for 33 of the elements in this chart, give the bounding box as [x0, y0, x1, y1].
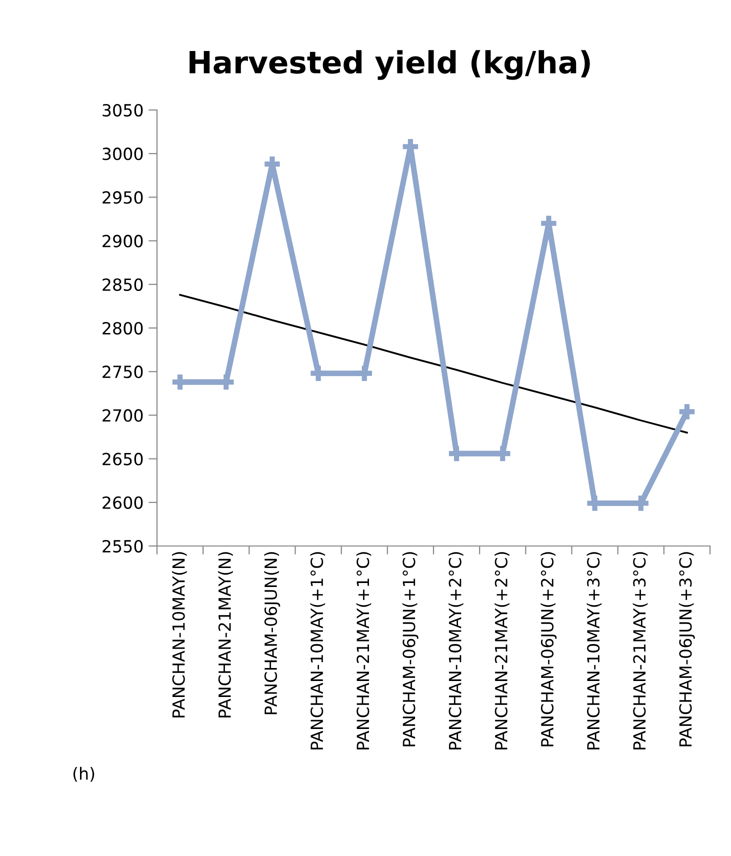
y-tick-label: 2800 — [102, 322, 143, 335]
x-tick-label: PANCHAM-06JUN(N) — [264, 552, 280, 714]
x-tick-label: PANCHAM-06JUN(+2°C) — [540, 552, 557, 746]
x-tick-label: PANCHAN-21MAY(+3°C) — [632, 552, 648, 750]
x-tick-label: PANCHAN-10MAY(N) — [172, 552, 187, 718]
y-tick-label: 2950 — [102, 191, 143, 204]
x-tick-label: PANCHAN-10MAY(+3°C) — [586, 552, 602, 750]
point — [218, 374, 234, 390]
x-tick-label: PANCHAM-06JUN(+1°C) — [402, 552, 418, 746]
text: (h) — [73, 766, 94, 782]
y-tick-label: 2900 — [102, 234, 143, 248]
x-tick-label: PANCHAN-21MAY(N) — [218, 552, 233, 718]
y-tick-label: 3050 — [102, 104, 143, 117]
y-tick-label: 2750 — [102, 366, 143, 378]
y-tick-label: 3000 — [102, 148, 143, 160]
y-tick-label: 2600 — [102, 496, 143, 509]
point — [172, 374, 188, 390]
x-tick-label: PANCHAN-21MAY(+1°C) — [356, 552, 372, 750]
x-tick-label: PANCHAN-21MAY(+2°C) — [494, 552, 510, 750]
point — [356, 366, 372, 381]
line-series — [179, 294, 688, 434]
point — [448, 446, 464, 462]
y-tick-label: 2650 — [102, 452, 143, 466]
x-tick-label: PANCHAM-06JUN(+3°C) — [678, 552, 695, 746]
y-tick-label: 2550 — [102, 540, 143, 553]
point — [310, 366, 326, 381]
point — [495, 446, 510, 462]
chart-title: Harvested yield (kg/ha) — [190, 50, 590, 80]
y-tick-label: 2700 — [102, 409, 143, 422]
x-tick-label: PANCHAN-10MAY(+2°C) — [448, 552, 464, 750]
y-tick-label: 2850 — [102, 278, 143, 291]
point — [679, 404, 695, 420]
x-tick-label: PANCHAN-10MAY(+1°C) — [310, 552, 326, 750]
